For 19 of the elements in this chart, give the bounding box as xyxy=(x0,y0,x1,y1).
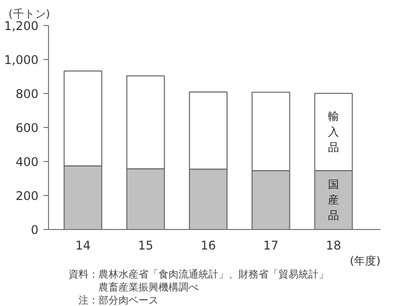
series-label: 国産品 xyxy=(328,178,340,222)
x-tick-label: 18 xyxy=(326,238,342,252)
series-label: 輸入品 xyxy=(328,110,340,154)
text: 資料：農林水産省「食肉流通統計」、財務省「貿易統計」 xyxy=(68,268,328,280)
x-tick-label: 16 xyxy=(200,238,216,252)
y-tick-label: 800 xyxy=(16,87,38,101)
y-tick-label: 1,200 xyxy=(4,19,39,33)
x-tick-label: 14 xyxy=(75,238,91,252)
text: 注：部分肉ベース xyxy=(68,294,158,306)
y-tick-label: 200 xyxy=(16,189,38,203)
x-axis-title: (年度) xyxy=(350,254,381,268)
y-tick-label: 400 xyxy=(16,155,38,169)
y-tick-label: 1,000 xyxy=(4,53,39,67)
x-tick-label: 15 xyxy=(138,238,154,252)
y-axis-title: (千トン) xyxy=(8,8,50,20)
text: 農畜産業振興機構調べ xyxy=(68,282,198,294)
x-tick-label: 17 xyxy=(263,238,279,252)
y-tick-label: 600 xyxy=(16,121,38,135)
y-tick-label: 0 xyxy=(30,223,39,237)
